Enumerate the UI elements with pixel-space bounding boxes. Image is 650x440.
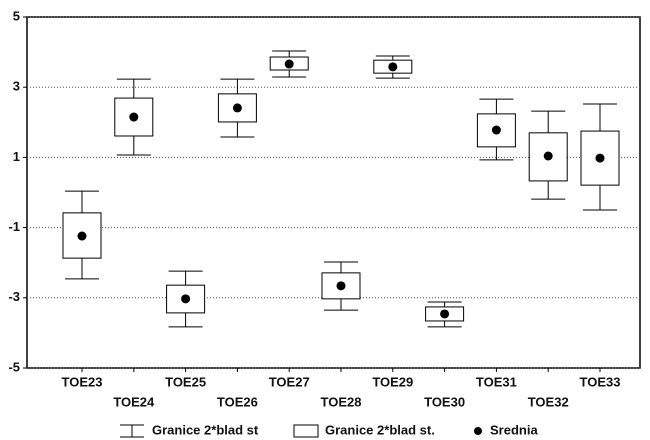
mean-dot — [595, 153, 605, 163]
x-tick-label: TOE28 — [321, 394, 362, 409]
mean-dot — [181, 294, 191, 304]
mean-dot — [77, 231, 87, 241]
mean-dot — [232, 103, 242, 113]
x-tick-label: TOE25 — [165, 374, 206, 389]
mean-dot — [284, 59, 294, 69]
legend-icon — [474, 427, 482, 435]
y-tick-label: -1 — [8, 219, 20, 234]
legend-label: Srednia — [490, 422, 538, 437]
y-tick-label: -3 — [8, 289, 20, 304]
mean-dot — [543, 151, 553, 161]
x-tick-label: TOE27 — [269, 374, 310, 389]
mean-dot — [440, 309, 450, 319]
mean-dot — [336, 281, 346, 291]
y-tick-label: 3 — [13, 79, 20, 94]
x-tick-label: TOE31 — [476, 374, 517, 389]
x-tick-label: TOE23 — [62, 374, 103, 389]
y-tick-label: 5 — [13, 8, 20, 23]
mean-dot — [491, 125, 501, 135]
legend-label: Granice 2*blad st. — [325, 422, 435, 437]
mean-dot — [388, 62, 398, 72]
x-tick-label: TOE29 — [372, 374, 413, 389]
legend-label: Granice 2*blad st — [152, 422, 259, 437]
x-tick-label: TOE30 — [424, 394, 465, 409]
x-tick-label: TOE33 — [580, 374, 621, 389]
y-tick-label: -5 — [8, 359, 20, 374]
x-tick-label: TOE24 — [113, 394, 155, 409]
x-tick-label: TOE26 — [217, 394, 258, 409]
x-tick-label: TOE32 — [528, 394, 569, 409]
y-tick-label: 1 — [13, 149, 20, 164]
legend-icon — [293, 424, 319, 438]
mean-dot — [129, 112, 139, 122]
